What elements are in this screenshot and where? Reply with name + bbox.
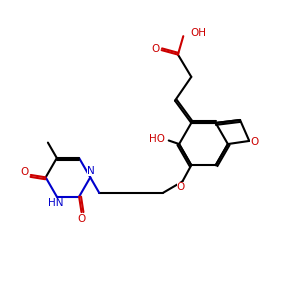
Text: HO: HO [149,134,165,144]
Text: O: O [177,182,185,193]
Text: O: O [151,44,159,54]
Text: O: O [250,137,258,147]
Text: OH: OH [191,28,207,38]
Text: O: O [77,214,86,224]
Text: HN: HN [48,198,63,208]
Text: O: O [21,167,29,177]
Text: N: N [87,166,95,176]
